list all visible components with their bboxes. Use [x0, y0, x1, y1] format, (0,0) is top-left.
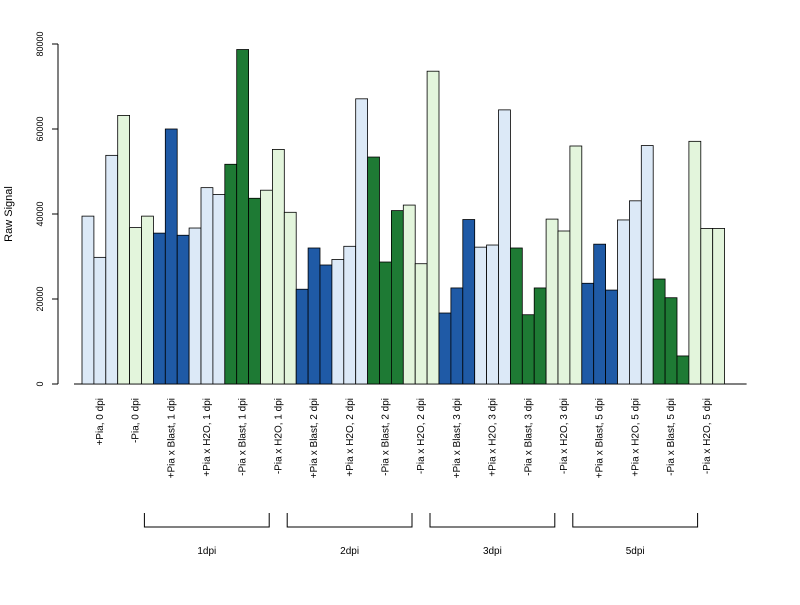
x-tick-label: -Pia x Blast, 3 dpi: [523, 398, 534, 476]
group-bracket: 1dpi: [143, 513, 270, 557]
bar: [117, 115, 130, 385]
x-tick-label: -Pia x H2O, 3 dpi: [559, 398, 570, 474]
y-tick-label: 80000: [35, 31, 45, 56]
x-tick-label: -Pia x Blast, 5 dpi: [666, 398, 677, 476]
x-tick-label: +Pia x Blast, 1 dpi: [166, 398, 177, 478]
bar: [712, 228, 726, 385]
bar: [212, 194, 226, 385]
x-tick-label: +Pia x Blast, 5 dpi: [595, 398, 606, 478]
bar: [248, 197, 261, 385]
bar: [200, 187, 214, 385]
bar: [319, 264, 333, 385]
bar: [283, 211, 297, 385]
x-tick-label: -Pia x H2O, 2 dpi: [416, 398, 427, 474]
bar: [236, 49, 249, 385]
x-tick-label: +Pia x H2O, 1 dpi: [202, 398, 213, 477]
bar: [176, 234, 190, 385]
x-tick-label: -Pia x H2O, 5 dpi: [702, 398, 713, 474]
bar: [652, 278, 666, 385]
bar: [188, 227, 202, 385]
x-tick-label: +Pia, 0 dpi: [95, 398, 106, 446]
bar: [307, 247, 321, 385]
bar: [462, 219, 476, 385]
bar: [533, 287, 547, 385]
bar: [605, 289, 618, 385]
bar: [141, 215, 154, 385]
y-tick-label: 60000: [35, 116, 45, 141]
y-axis: 0 20000 40000 60000 80000: [35, 31, 59, 387]
bar: [664, 297, 678, 385]
bar: [93, 256, 107, 385]
y-tick-label: 40000: [35, 201, 45, 226]
bar: [629, 200, 642, 385]
x-tick-label: +Pia x Blast, 2 dpi: [309, 398, 320, 478]
bar: [438, 312, 452, 385]
bracket-line: [429, 513, 556, 528]
y-axis-label: Raw Signal: [3, 186, 15, 242]
x-tick-label: +Pia x H2O, 3 dpi: [488, 398, 499, 477]
bar: [129, 227, 142, 385]
bracket-line: [286, 513, 413, 528]
bar: [569, 145, 583, 385]
x-tick-label: -Pia, 0 dpi: [131, 398, 142, 443]
y-tick-label: 0: [35, 381, 45, 386]
x-tick-label: -Pia x H2O, 1 dpi: [273, 398, 284, 474]
bar: [164, 128, 178, 385]
bar: [426, 70, 440, 385]
bar: [343, 245, 357, 385]
bar: [593, 243, 607, 385]
bar: [105, 154, 119, 385]
bar: [700, 228, 714, 385]
bar: [260, 189, 273, 385]
bar: [152, 232, 166, 385]
bar: [509, 247, 523, 385]
x-tick-label: -Pia x Blast, 1 dpi: [238, 398, 249, 476]
bar: [367, 156, 380, 385]
bars: [81, 49, 726, 385]
y-tick-label: 20000: [35, 286, 45, 311]
bar: [640, 145, 654, 385]
bracket-label: 1dpi: [197, 546, 216, 557]
group-bracket: 3dpi: [429, 513, 556, 557]
x-tick-label: +Pia x H2O, 5 dpi: [630, 398, 641, 477]
group-bracket: 2dpi: [286, 513, 413, 557]
bar: [521, 314, 535, 385]
bar: [486, 244, 499, 385]
bar: [331, 259, 345, 385]
bar: [414, 263, 428, 385]
bar: [617, 219, 630, 385]
bar: [474, 246, 488, 385]
bracket-label: 3dpi: [483, 546, 502, 557]
x-tick-label: -Pia x Blast, 2 dpi: [380, 398, 391, 476]
bar: [545, 218, 559, 385]
group-brackets: 1dpi 2dpi 3dpi 5dpi: [143, 513, 699, 557]
bar: [676, 355, 690, 385]
group-bracket: 5dpi: [572, 513, 699, 557]
bar: [581, 282, 595, 385]
x-tick-labels: +Pia, 0 dpi -Pia, 0 dpi +Pia x Blast, 1 dp…: [95, 398, 713, 478]
bracket-line: [572, 513, 699, 528]
bar: [688, 140, 702, 385]
bar: [271, 148, 285, 385]
bracket-label: 5dpi: [626, 546, 645, 557]
bar: [450, 287, 464, 385]
bar: [295, 288, 309, 385]
bracket-line: [143, 513, 270, 528]
bar: [355, 98, 369, 385]
bar: [224, 163, 238, 385]
bar: [402, 204, 416, 385]
bar: [81, 215, 95, 385]
bar: [557, 230, 571, 385]
bar: [379, 261, 392, 385]
bar: [498, 109, 511, 385]
x-tick-label: +Pia x H2O, 2 dpi: [345, 398, 356, 477]
x-tick-label: +Pia x Blast, 3 dpi: [452, 398, 463, 478]
bracket-label: 2dpi: [340, 546, 359, 557]
bar: [390, 210, 404, 385]
